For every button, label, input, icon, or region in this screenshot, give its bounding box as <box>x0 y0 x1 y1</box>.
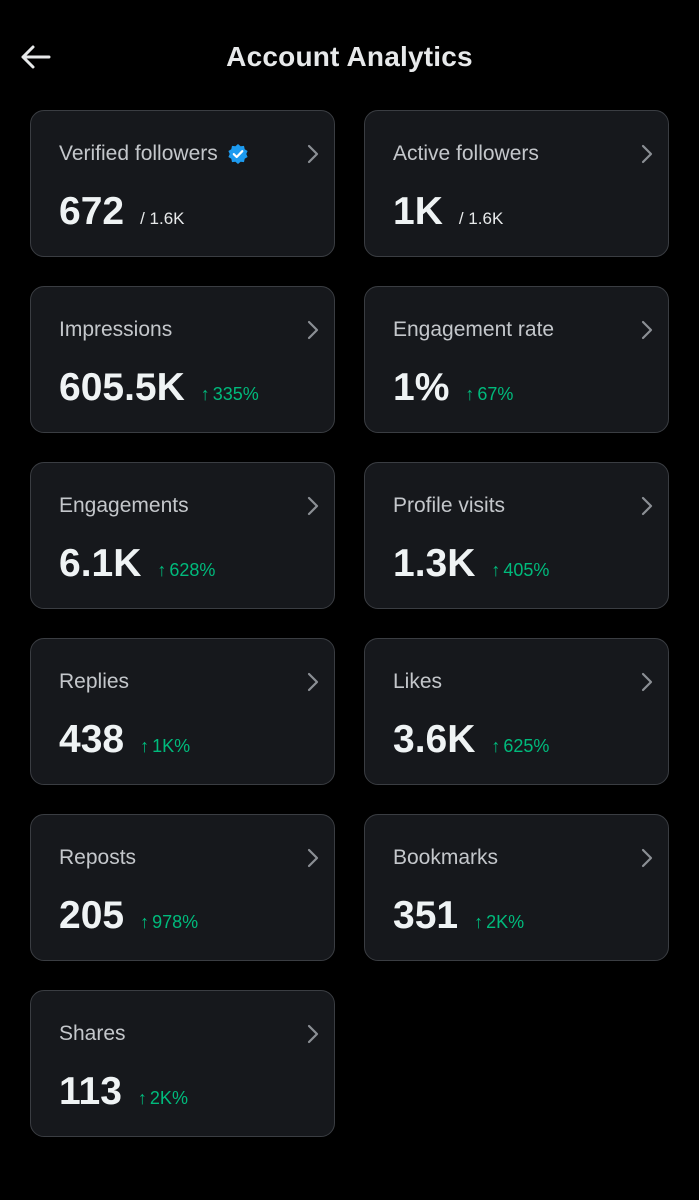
chevron-right-icon <box>641 496 653 516</box>
card-change: ↑ 2K% <box>138 1088 188 1109</box>
arrow-left-icon <box>21 45 51 69</box>
arrow-up-icon: ↑ <box>140 912 150 932</box>
back-button[interactable] <box>14 38 56 76</box>
chevron-right-icon <box>641 672 653 692</box>
card-change-value: 978% <box>152 912 199 932</box>
card-label: Engagements <box>59 494 189 517</box>
card-label: Verified followers <box>59 141 249 167</box>
card-label-text: Verified followers <box>59 142 218 165</box>
card-change: ↑ 335% <box>201 384 259 405</box>
card-engagement-rate[interactable]: Engagement rate 1% ↑ 67% <box>364 286 669 433</box>
card-value: 1K <box>393 190 443 233</box>
card-impressions[interactable]: Impressions 605.5K ↑ 335% <box>30 286 335 433</box>
card-value: 605.5K <box>59 366 185 409</box>
card-change: ↑ 1K% <box>140 736 190 757</box>
card-replies[interactable]: Replies 438 ↑ 1K% <box>30 638 335 785</box>
card-change: ↑ 2K% <box>474 912 524 933</box>
card-value-row: 1K / 1.6K <box>393 189 503 235</box>
chevron-right-icon <box>307 320 319 340</box>
card-active-followers[interactable]: Active followers 1K / 1.6K <box>364 110 669 257</box>
card-value: 1.3K <box>393 542 476 585</box>
verified-badge-icon <box>228 144 248 164</box>
chevron-right-icon <box>641 848 653 868</box>
arrow-up-icon: ↑ <box>140 736 150 756</box>
chevron-right-icon <box>307 496 319 516</box>
arrow-up-icon: ↑ <box>465 384 475 404</box>
card-label: Engagement rate <box>393 318 555 341</box>
card-value: 672 <box>59 190 125 233</box>
card-change-value: 67% <box>477 384 514 404</box>
card-value: 351 <box>393 894 459 937</box>
card-value: 113 <box>59 1070 122 1113</box>
card-label: Reposts <box>59 846 137 869</box>
card-value-row: 113 ↑ 2K% <box>59 1069 188 1115</box>
card-total: / 1.6K <box>140 209 185 228</box>
analytics-grid: Verified followers 672 / 1.6K Active fol… <box>30 110 670 1137</box>
card-change: ↑ 625% <box>491 736 549 757</box>
card-change: ↑ 978% <box>140 912 198 933</box>
card-label: Likes <box>393 670 443 693</box>
card-value-row: 3.6K ↑ 625% <box>393 717 549 763</box>
card-change: ↑ 67% <box>465 384 513 405</box>
card-likes[interactable]: Likes 3.6K ↑ 625% <box>364 638 669 785</box>
card-value-row: 1% ↑ 67% <box>393 365 513 411</box>
card-value-row: 1.3K ↑ 405% <box>393 541 549 587</box>
chevron-right-icon <box>307 672 319 692</box>
chevron-right-icon <box>641 320 653 340</box>
card-value-row: 672 / 1.6K <box>59 189 185 235</box>
card-shares[interactable]: Shares 113 ↑ 2K% <box>30 990 335 1137</box>
card-change: ↑ 405% <box>491 560 549 581</box>
card-value-row: 438 ↑ 1K% <box>59 717 190 763</box>
card-label: Profile visits <box>393 494 506 517</box>
card-value: 3.6K <box>393 718 476 761</box>
arrow-up-icon: ↑ <box>491 560 501 580</box>
chevron-right-icon <box>307 1024 319 1044</box>
card-value: 6.1K <box>59 542 142 585</box>
arrow-up-icon: ↑ <box>200 384 210 404</box>
card-change: ↑ 628% <box>157 560 215 581</box>
card-change-value: 335% <box>212 384 259 404</box>
card-value-row: 205 ↑ 978% <box>59 893 198 939</box>
page-title: Account Analytics <box>226 41 473 72</box>
arrow-up-icon: ↑ <box>137 1088 147 1108</box>
card-reposts[interactable]: Reposts 205 ↑ 978% <box>30 814 335 961</box>
card-change-value: 625% <box>503 736 550 756</box>
card-value: 1% <box>393 366 450 409</box>
card-label: Replies <box>59 670 130 693</box>
card-engagements[interactable]: Engagements 6.1K ↑ 628% <box>30 462 335 609</box>
card-change-value: 2K% <box>149 1088 188 1108</box>
card-change-value: 2K% <box>486 912 525 932</box>
chevron-right-icon <box>307 848 319 868</box>
card-value: 205 <box>59 894 125 937</box>
card-total: / 1.6K <box>458 209 504 228</box>
chevron-right-icon <box>307 144 319 164</box>
arrow-up-icon: ↑ <box>491 736 501 756</box>
arrow-up-icon: ↑ <box>474 912 484 932</box>
card-value: 438 <box>59 718 125 761</box>
card-change-value: 405% <box>503 560 550 580</box>
card-label: Impressions <box>59 318 173 341</box>
card-change-value: 1K% <box>152 736 191 756</box>
card-bookmarks[interactable]: Bookmarks 351 ↑ 2K% <box>364 814 669 961</box>
chevron-right-icon <box>641 144 653 164</box>
card-change-value: 628% <box>169 560 216 580</box>
card-profile-visits[interactable]: Profile visits 1.3K ↑ 405% <box>364 462 669 609</box>
card-value-row: 351 ↑ 2K% <box>393 893 524 939</box>
card-label: Bookmarks <box>393 846 499 869</box>
card-value-row: 605.5K ↑ 335% <box>59 365 259 411</box>
card-value-row: 6.1K ↑ 628% <box>59 541 215 587</box>
card-label: Shares <box>59 1022 126 1045</box>
arrow-up-icon: ↑ <box>157 560 167 580</box>
card-label: Active followers <box>393 142 539 165</box>
app-header: Account Analytics <box>0 0 699 112</box>
card-verified-followers[interactable]: Verified followers 672 / 1.6K <box>30 110 335 257</box>
